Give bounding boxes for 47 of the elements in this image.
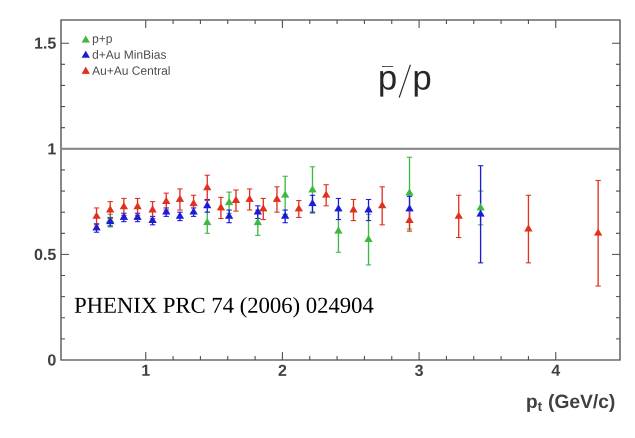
legend-label: Au+Au Central bbox=[92, 66, 170, 75]
point bbox=[378, 201, 386, 208]
point bbox=[524, 224, 532, 232]
point bbox=[203, 183, 212, 190]
point bbox=[454, 212, 463, 219]
point bbox=[594, 228, 602, 236]
point bbox=[364, 235, 372, 242]
point bbox=[246, 194, 254, 202]
point bbox=[281, 190, 290, 198]
point bbox=[216, 203, 225, 210]
legend-label: d+Au MinBias bbox=[92, 50, 166, 59]
point bbox=[406, 216, 414, 224]
x-tick-label: 3 bbox=[415, 364, 423, 376]
y-tick-label: 1.5 bbox=[35, 38, 56, 49]
point bbox=[134, 202, 142, 210]
legend-label: p+p bbox=[92, 36, 112, 46]
point bbox=[308, 199, 316, 206]
x-tick-label: 2 bbox=[278, 364, 286, 376]
annotation: PHENIX PRC 74 (2006) 024904 bbox=[74, 297, 374, 318]
point bbox=[190, 208, 198, 215]
y-tick-label: 0.5 bbox=[34, 248, 56, 260]
y-tick-label: 0 bbox=[48, 354, 56, 366]
x-tick-label: 1 bbox=[142, 364, 150, 376]
point bbox=[350, 206, 358, 212]
y-tick-label: 1 bbox=[48, 143, 56, 154]
point bbox=[476, 203, 485, 210]
point bbox=[225, 198, 234, 206]
point bbox=[106, 206, 114, 212]
point bbox=[162, 197, 170, 204]
point bbox=[322, 190, 330, 198]
point bbox=[476, 210, 485, 217]
point bbox=[203, 218, 212, 226]
x-axis-title: p$_{t}$ (GeV/c) bbox=[527, 394, 614, 412]
point bbox=[232, 196, 240, 203]
point bbox=[176, 194, 184, 202]
point bbox=[92, 212, 101, 219]
x-tick-label: 4 bbox=[552, 364, 560, 376]
point bbox=[294, 204, 303, 212]
point bbox=[364, 206, 372, 212]
point bbox=[334, 204, 342, 212]
point bbox=[272, 194, 281, 202]
point bbox=[308, 185, 316, 192]
point bbox=[148, 206, 157, 212]
point bbox=[120, 202, 128, 210]
annotation: $\bar{\mathsf{p}}/\mathsf{p}$ bbox=[380, 64, 430, 98]
point bbox=[406, 204, 414, 212]
point bbox=[334, 226, 342, 234]
